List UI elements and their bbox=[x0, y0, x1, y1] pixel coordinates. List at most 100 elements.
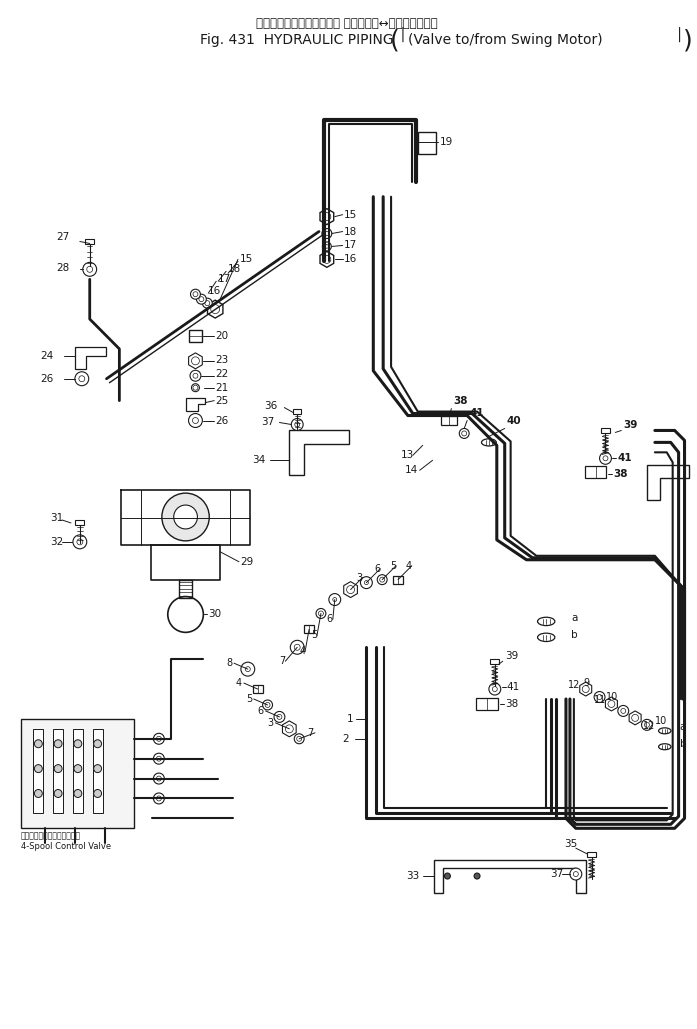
Bar bbox=[587, 852, 596, 857]
Bar bbox=[585, 466, 606, 478]
Text: 22: 22 bbox=[215, 368, 229, 379]
Text: 41: 41 bbox=[507, 682, 520, 693]
Text: a: a bbox=[571, 613, 577, 624]
Text: 41: 41 bbox=[618, 454, 632, 463]
Circle shape bbox=[153, 793, 164, 804]
Text: 12: 12 bbox=[568, 680, 581, 690]
Text: 8: 8 bbox=[226, 659, 232, 668]
Text: 41: 41 bbox=[469, 407, 484, 418]
Text: 36: 36 bbox=[265, 400, 278, 411]
Text: 5: 5 bbox=[390, 561, 397, 571]
Circle shape bbox=[445, 873, 450, 879]
Ellipse shape bbox=[537, 617, 555, 626]
Circle shape bbox=[241, 663, 254, 676]
Bar bbox=[393, 575, 403, 583]
Text: 39: 39 bbox=[505, 651, 518, 662]
Text: 17: 17 bbox=[218, 275, 231, 284]
Circle shape bbox=[153, 773, 164, 784]
Text: 38: 38 bbox=[505, 699, 518, 709]
Circle shape bbox=[162, 493, 209, 541]
Circle shape bbox=[188, 414, 202, 427]
Text: 13: 13 bbox=[401, 451, 414, 460]
Circle shape bbox=[74, 740, 82, 748]
Text: b: b bbox=[680, 739, 687, 749]
Text: 27: 27 bbox=[56, 232, 70, 242]
Text: 38: 38 bbox=[453, 395, 468, 405]
Ellipse shape bbox=[537, 633, 555, 641]
Text: 7: 7 bbox=[307, 728, 314, 738]
Bar bbox=[75, 520, 84, 525]
Text: 15: 15 bbox=[344, 210, 357, 219]
Text: 26: 26 bbox=[215, 416, 229, 426]
Circle shape bbox=[73, 535, 86, 548]
Circle shape bbox=[34, 789, 43, 797]
Text: 35: 35 bbox=[564, 840, 577, 849]
Circle shape bbox=[153, 753, 164, 765]
Polygon shape bbox=[647, 465, 689, 500]
Circle shape bbox=[93, 789, 102, 797]
Text: 37: 37 bbox=[261, 418, 275, 427]
Text: a: a bbox=[680, 722, 686, 732]
Text: 10: 10 bbox=[655, 716, 667, 725]
Circle shape bbox=[263, 700, 273, 710]
Text: 15: 15 bbox=[240, 254, 253, 264]
Polygon shape bbox=[629, 711, 641, 724]
Text: 7: 7 bbox=[279, 657, 286, 666]
Text: 28: 28 bbox=[56, 263, 70, 274]
Circle shape bbox=[474, 873, 480, 879]
Polygon shape bbox=[580, 682, 592, 696]
Circle shape bbox=[329, 594, 341, 605]
Text: b: b bbox=[571, 631, 578, 640]
Text: ): ) bbox=[682, 29, 692, 52]
Circle shape bbox=[190, 289, 200, 299]
Circle shape bbox=[290, 640, 304, 654]
Circle shape bbox=[322, 228, 332, 239]
Polygon shape bbox=[75, 347, 105, 368]
Circle shape bbox=[93, 740, 102, 748]
Bar bbox=[188, 330, 202, 342]
Bar bbox=[304, 626, 314, 634]
Circle shape bbox=[274, 711, 285, 722]
Bar bbox=[491, 660, 499, 664]
Text: 40: 40 bbox=[507, 416, 521, 426]
Text: 16: 16 bbox=[208, 286, 222, 296]
Text: 26: 26 bbox=[40, 374, 54, 384]
Text: 30: 30 bbox=[208, 609, 222, 619]
Text: 20: 20 bbox=[215, 331, 229, 341]
Text: 23: 23 bbox=[215, 355, 229, 365]
Text: 6: 6 bbox=[327, 614, 333, 625]
Circle shape bbox=[202, 298, 213, 308]
Circle shape bbox=[174, 505, 197, 529]
Circle shape bbox=[34, 740, 43, 748]
Text: 4-Spool Control Valve: 4-Spool Control Valve bbox=[21, 842, 111, 851]
Ellipse shape bbox=[659, 728, 671, 734]
Text: 3: 3 bbox=[356, 573, 362, 582]
Circle shape bbox=[75, 371, 89, 386]
Circle shape bbox=[641, 719, 652, 731]
Circle shape bbox=[83, 262, 97, 277]
Circle shape bbox=[599, 453, 611, 464]
Ellipse shape bbox=[659, 744, 671, 750]
Polygon shape bbox=[289, 430, 348, 475]
Text: (: ( bbox=[390, 29, 400, 52]
Circle shape bbox=[54, 740, 62, 748]
Polygon shape bbox=[606, 697, 618, 711]
Text: スプールコントロールバルブ: スプールコントロールバルブ bbox=[21, 831, 81, 841]
Text: 2: 2 bbox=[343, 734, 349, 744]
Text: 16: 16 bbox=[344, 254, 357, 264]
Polygon shape bbox=[282, 721, 296, 737]
Text: 38: 38 bbox=[613, 469, 628, 480]
Text: 17: 17 bbox=[344, 241, 357, 250]
Circle shape bbox=[570, 868, 582, 880]
Polygon shape bbox=[344, 581, 358, 598]
Text: 4: 4 bbox=[299, 646, 305, 657]
Circle shape bbox=[377, 574, 387, 584]
Circle shape bbox=[153, 734, 164, 744]
Circle shape bbox=[618, 706, 629, 716]
Text: 18: 18 bbox=[228, 264, 241, 275]
Polygon shape bbox=[208, 300, 223, 318]
Polygon shape bbox=[189, 353, 202, 368]
Text: 5: 5 bbox=[311, 631, 317, 640]
Circle shape bbox=[594, 691, 605, 703]
Text: 4: 4 bbox=[406, 561, 412, 571]
